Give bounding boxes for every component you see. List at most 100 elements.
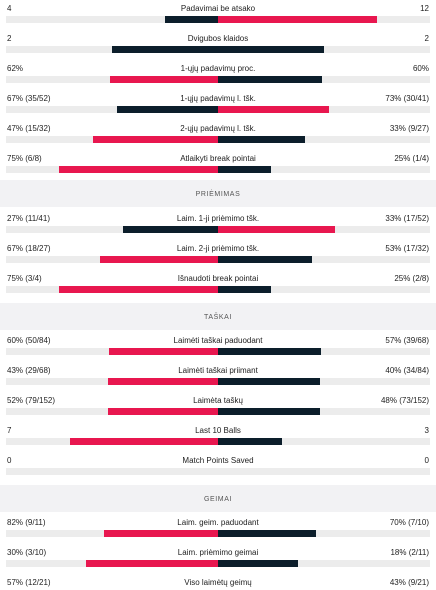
away-value: 48% (73/152) <box>380 396 429 405</box>
away-bar-track <box>218 560 430 567</box>
stat-label: Laim. 1-ji priėmimo tšk. <box>176 214 260 223</box>
home-value: 4 <box>7 4 12 13</box>
stat-label: Laim. 2-ji priėmimo tšk. <box>176 244 260 253</box>
away-bar <box>218 348 322 355</box>
stat-row-atlaikyti-break-pointai: 75% (6/8) Atlaikyti break pointai 25% (1/4… <box>0 153 436 183</box>
stat-label: Laimėti taškai priimant <box>178 366 258 375</box>
stat-label: Viso laimėtų geimų <box>184 578 252 587</box>
home-bar <box>99 256 218 263</box>
stat-label: 2-ųjų padavimų l. tšk. <box>180 124 256 133</box>
home-value: 62% <box>7 64 24 73</box>
away-bar <box>218 378 321 385</box>
home-value: 2 <box>7 34 12 43</box>
home-bar <box>122 226 218 233</box>
home-value: 60% (50/84) <box>7 336 51 345</box>
away-bar <box>218 408 320 415</box>
stat-label: Match Points Saved <box>182 456 254 465</box>
away-value: 3 <box>424 426 429 435</box>
stat-row-2-uju-padavimu-l-tsk: 47% (15/32) 2-ųjų padavimų l. tšk. 33% (9/… <box>0 123 436 153</box>
stat-label: 1-ųjų padavimų proc. <box>180 64 256 73</box>
away-bar <box>218 286 271 293</box>
home-bar <box>116 106 218 113</box>
home-value: 67% (18/27) <box>7 244 51 253</box>
stat-label: Išnaudoti break pointai <box>177 274 259 283</box>
away-value: 0 <box>424 456 429 465</box>
home-bar <box>108 378 218 385</box>
home-value: 75% (6/8) <box>7 154 42 163</box>
section-header-taskai: TAŠKAI <box>0 303 436 330</box>
away-value: 53% (17/32) <box>385 244 429 253</box>
home-bar <box>110 76 218 83</box>
stat-label: Padavimai be atsako <box>180 4 256 13</box>
away-value: 25% (2/8) <box>394 274 429 283</box>
section-title: TAŠKAI <box>204 314 232 321</box>
home-value: 30% (3/10) <box>7 548 47 557</box>
away-bar <box>218 166 271 173</box>
stat-row-laim-geim-paduodant: 82% (9/11) Laim. geim. paduodant 70% (7/10… <box>0 517 436 547</box>
away-value: 18% (2/11) <box>390 548 429 557</box>
away-value: 12 <box>420 4 429 13</box>
home-bar-track <box>6 468 218 475</box>
away-bar-track <box>218 286 430 293</box>
away-value: 25% (1/4) <box>394 154 429 163</box>
section-header-geimai: GEIMAI <box>0 485 436 512</box>
away-bar-track <box>218 166 430 173</box>
away-bar <box>218 560 298 567</box>
stat-row-match-points-saved: 0 Match Points Saved 0 <box>0 455 436 485</box>
home-bar-track <box>6 438 218 445</box>
stat-label: Laimėti taškai paduodant <box>173 336 263 345</box>
home-bar-track <box>6 166 218 173</box>
away-bar <box>218 16 377 23</box>
home-value: 27% (11/41) <box>7 214 50 223</box>
away-bar-track <box>218 106 430 113</box>
stat-label: Laimėta taškų <box>193 396 243 405</box>
stat-row-laimeti-taskai-priimant: 43% (29/68) Laimėti taškai priimant 40% (3… <box>0 365 436 395</box>
home-bar-track <box>6 226 218 233</box>
home-value: 57% (12/21) <box>7 578 51 587</box>
home-bar <box>112 46 218 53</box>
home-bar <box>103 530 218 537</box>
stat-label: Laim. priėmimo geimai <box>177 548 259 557</box>
stat-row-isnaudoti-break-pointai: 75% (3/4) Išnaudoti break pointai 25% (2/8… <box>0 273 436 303</box>
home-value: 47% (15/32) <box>7 124 51 133</box>
away-bar <box>218 226 335 233</box>
away-bar-track <box>218 408 430 415</box>
stat-row-viso-laimetu-geimu: 57% (12/21) Viso laimėtų geimų 43% (9/21) <box>0 577 436 590</box>
home-bar-track <box>6 76 218 83</box>
away-bar-track <box>218 438 430 445</box>
stat-row-padavimai-be-atsako: 4 Padavimai be atsako 12 <box>0 3 436 33</box>
section-header-priemimas: PRIĖMIMAS <box>0 180 436 207</box>
away-value: 40% (34/84) <box>385 366 429 375</box>
away-bar-track <box>218 16 430 23</box>
away-bar <box>218 106 329 113</box>
home-bar <box>165 16 218 23</box>
stat-row-1-uju-padavimu-proc: 62% 1-ųjų padavimų proc. 60% <box>0 63 436 93</box>
away-bar <box>218 76 323 83</box>
stat-label: Last 10 Balls <box>195 426 241 435</box>
away-value: 60% <box>412 64 429 73</box>
stat-row-laim-priemimo-geimai: 30% (3/10) Laim. priėmimo geimai 18% (2/11… <box>0 547 436 577</box>
home-bar <box>59 166 218 173</box>
away-value: 33% (9/27) <box>389 124 429 133</box>
away-bar <box>218 256 312 263</box>
home-bar-track <box>6 16 218 23</box>
home-value: 82% (9/11) <box>7 518 46 527</box>
home-value: 0 <box>7 456 12 465</box>
stat-row-last-10-balls: 7 Last 10 Balls 3 <box>0 425 436 455</box>
away-bar-track <box>218 46 430 53</box>
away-value: 57% (39/68) <box>385 336 429 345</box>
home-bar <box>93 136 218 143</box>
away-bar <box>218 136 306 143</box>
away-value: 2 <box>424 34 429 43</box>
home-bar <box>59 286 218 293</box>
home-value: 43% (29/68) <box>7 366 51 375</box>
away-bar-track <box>218 378 430 385</box>
stat-label: Laim. geim. paduodant <box>177 518 259 527</box>
home-value: 52% (79/152) <box>7 396 56 405</box>
home-bar-track <box>6 348 218 355</box>
away-bar-track <box>218 468 430 475</box>
home-bar-track <box>6 560 218 567</box>
away-bar <box>218 46 324 53</box>
away-value: 73% (30/41) <box>385 94 429 103</box>
